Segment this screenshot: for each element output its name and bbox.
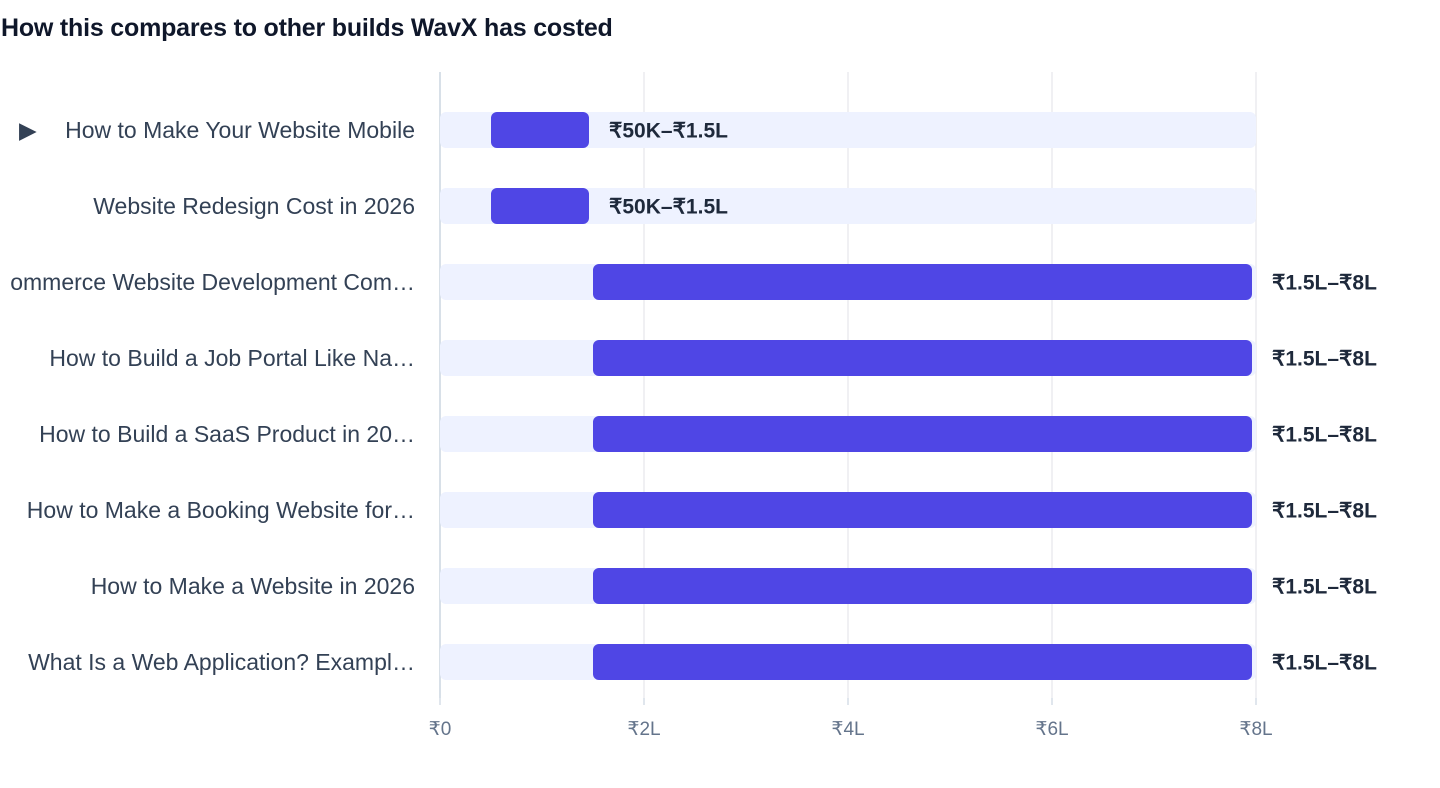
- x-axis: ₹0 ₹2L ₹4L ₹6L ₹8L: [429, 698, 1273, 740]
- range-value-label: ₹1.5L–₹8L: [1272, 652, 1377, 675]
- category-label: How to Build a Job Portal Like Na…: [49, 345, 415, 371]
- chart-title: How this compares to other builds WavX h…: [1, 14, 613, 42]
- category-label: Website Redesign Cost in 2026: [93, 193, 415, 219]
- range-bar[interactable]: [491, 188, 589, 224]
- category-label: What Is a Web Application? Exampl…: [28, 649, 415, 675]
- gridlines: [439, 72, 1257, 698]
- category-label: How to Make a Website in 2026: [91, 573, 415, 599]
- category-label: How to Make a Booking Website for…: [27, 497, 415, 523]
- range-value-label: ₹1.5L–₹8L: [1272, 348, 1377, 371]
- range-value-label: ₹1.5L–₹8L: [1272, 424, 1377, 447]
- category-label: ommerce Website Development Com…: [10, 269, 415, 295]
- bar-track: [440, 112, 1256, 148]
- range-value-label: ₹1.5L–₹8L: [1272, 272, 1377, 295]
- bar-track: [440, 188, 1256, 224]
- range-value-label: ₹1.5L–₹8L: [1272, 500, 1377, 523]
- x-tick-label: ₹4L: [831, 719, 864, 740]
- x-tick-label: ₹8L: [1239, 719, 1272, 740]
- range-value-label: ₹1.5L–₹8L: [1272, 576, 1377, 599]
- range-value-label: ₹50K–₹1.5L: [609, 120, 728, 143]
- range-bar[interactable]: [593, 568, 1252, 604]
- category-labels: How to Make Your Website Mobile ▶ Website …: [10, 117, 415, 675]
- range-bar[interactable]: [593, 644, 1252, 680]
- current-row-marker-icon: ▶: [19, 117, 37, 143]
- range-bar[interactable]: [593, 264, 1252, 300]
- range-bar[interactable]: [593, 416, 1252, 452]
- range-value-label: ₹50K–₹1.5L: [609, 196, 728, 219]
- category-label: How to Build a SaaS Product in 20…: [39, 421, 415, 447]
- range-bar[interactable]: [593, 340, 1252, 376]
- x-tick-label: ₹2L: [627, 719, 660, 740]
- category-label: How to Make Your Website Mobile: [65, 117, 415, 143]
- range-bar[interactable]: [593, 492, 1252, 528]
- x-tick-label: ₹6L: [1035, 719, 1068, 740]
- bars: ₹50K–₹1.5L ₹50K–₹1.5L ₹1.5L–₹8L ₹1.5L–₹8L ₹1…: [440, 112, 1377, 680]
- x-tick-label: ₹0: [429, 719, 452, 740]
- range-bar[interactable]: [491, 112, 589, 148]
